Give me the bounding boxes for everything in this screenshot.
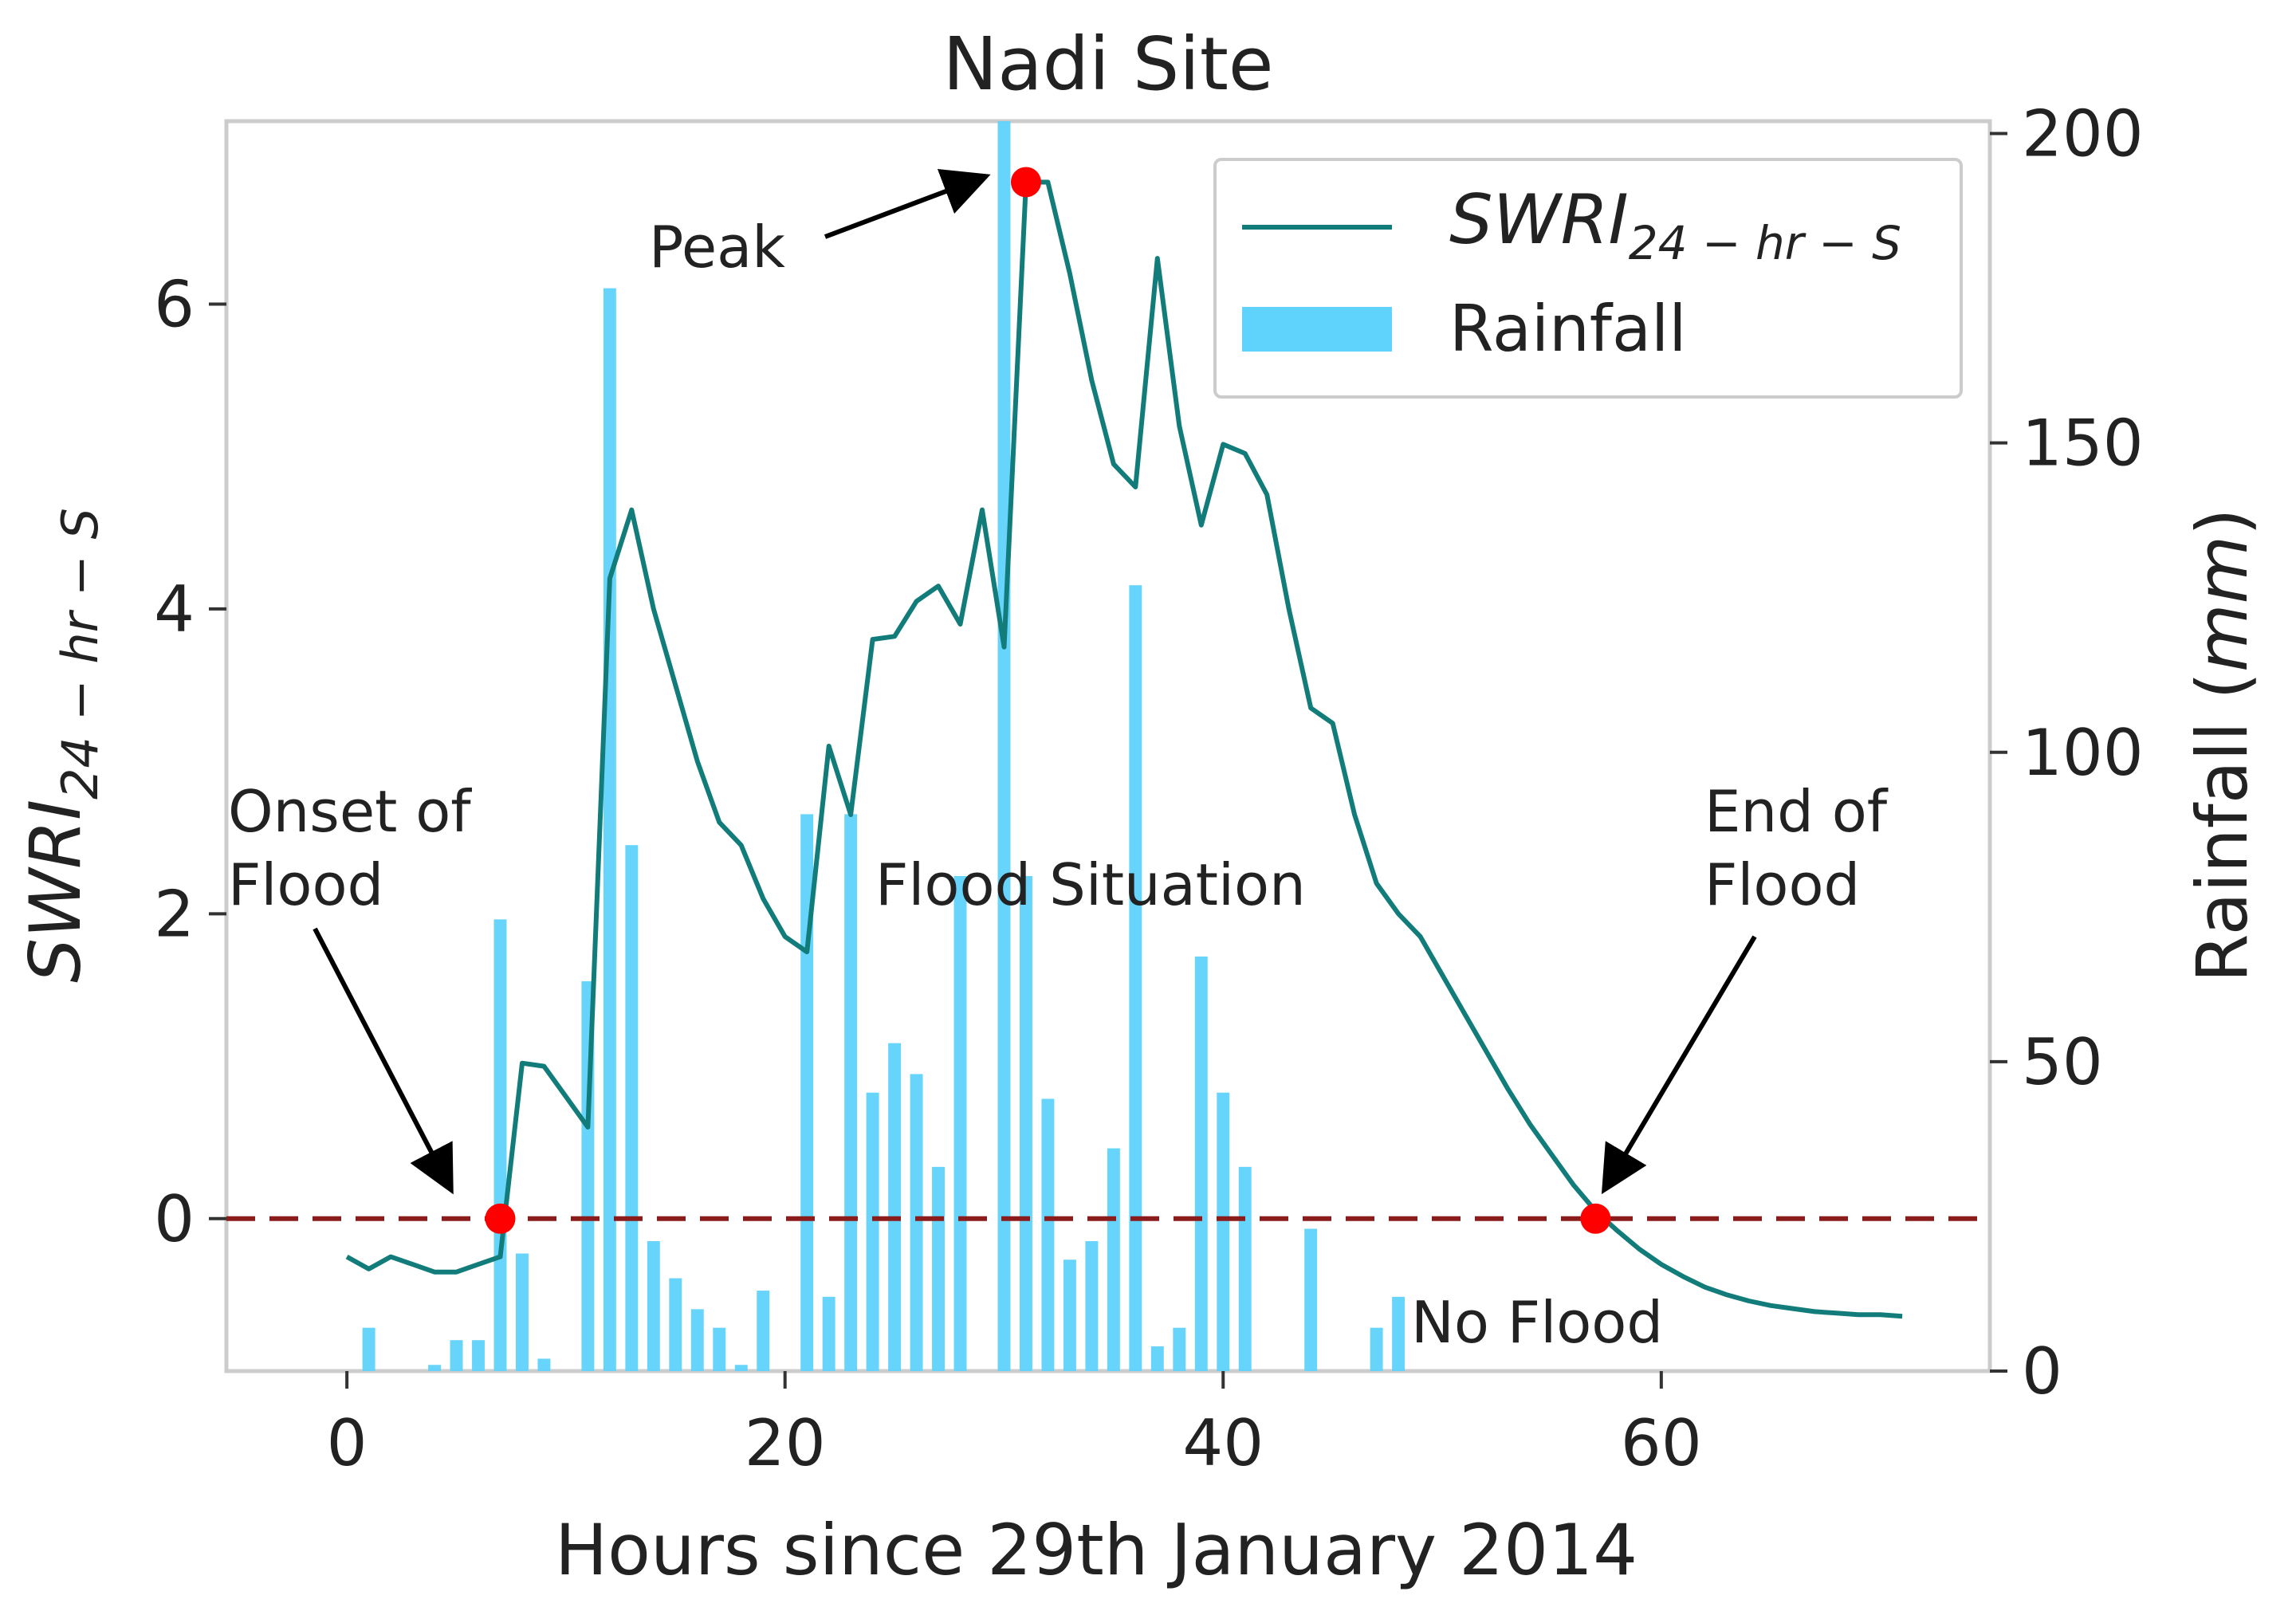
rainfall-bar: [1392, 1296, 1406, 1371]
rainfall-bar: [800, 814, 814, 1371]
x-tick-label: 40: [1182, 1406, 1264, 1480]
event-marker: [1580, 1203, 1611, 1234]
right-tick-label: 100: [2022, 716, 2144, 790]
rainfall-bar: [953, 876, 967, 1371]
rainfall-bar: [866, 1092, 879, 1371]
left-axis-label-main: SWRI: [14, 800, 96, 983]
swri-line: [345, 179, 1903, 1319]
rainfall-bar: [1217, 1092, 1230, 1371]
rainfall-bar: [1107, 1148, 1120, 1371]
left-axis-label: SWRI24 − hr − S: [14, 508, 109, 983]
x-axis-ticks: 0 20 40 60: [327, 1371, 1702, 1480]
right-axis-ticks: 0 50 100 150 200: [1990, 97, 2144, 1409]
rainfall-bar: [1173, 1327, 1186, 1371]
rainfall-bar: [1238, 1166, 1252, 1371]
rainfall-bar: [537, 1358, 551, 1371]
left-tick-label: 6: [154, 267, 195, 341]
onset-arrow: [313, 927, 454, 1195]
rainfall-bar: [1129, 585, 1142, 1371]
rainfall-bar: [1150, 1346, 1164, 1371]
rainfall-bar: [910, 1074, 923, 1371]
rainfall-bar: [997, 121, 1011, 1371]
right-tick-label: 50: [2022, 1025, 2103, 1099]
right-tick-label: 150: [2022, 407, 2144, 481]
peak-label: Peak: [649, 214, 785, 281]
rainfall-bar: [669, 1278, 682, 1371]
left-tick-label: 0: [154, 1182, 195, 1256]
x-tick-label: 60: [1621, 1406, 1702, 1480]
right-tick-label: 0: [2022, 1334, 2062, 1409]
event-marker: [485, 1203, 516, 1234]
rainfall-bar: [1085, 1240, 1099, 1371]
x-tick-label: 20: [745, 1406, 826, 1480]
rainfall-bar: [1194, 956, 1208, 1371]
legend-swri-main: SWRI: [1449, 180, 1629, 260]
end-arrow: [1601, 935, 1757, 1195]
right-axis-label-unit: mm: [2181, 536, 2263, 672]
rainfall-bar: [472, 1340, 485, 1371]
event-marker: [1010, 167, 1041, 198]
onset-label-line2: Flood: [228, 851, 383, 918]
legend-rainfall-label: Rainfall: [1449, 292, 1686, 366]
rainfall-bar: [713, 1327, 726, 1371]
rainfall-bar: [1041, 1098, 1055, 1371]
right-axis-label-close: ): [2181, 508, 2263, 535]
no-flood-label: No Flood: [1411, 1289, 1663, 1356]
rainfall-bar: [690, 1309, 704, 1371]
rainfall-bar: [1370, 1327, 1383, 1371]
right-axis-label: Rainfall (mm): [2181, 508, 2263, 982]
right-tick-label: 200: [2022, 97, 2144, 171]
left-axis-ticks: 0 2 4 6: [154, 267, 226, 1256]
rainfall-bar: [450, 1340, 463, 1371]
rainfall-bar: [428, 1365, 442, 1371]
rainfall-bar: [844, 814, 858, 1371]
rainfall-bar: [362, 1327, 375, 1371]
legend-rainfall-swatch: [1242, 307, 1392, 352]
flood-situation-label: Flood Situation: [875, 851, 1306, 918]
x-tick-label: 0: [327, 1406, 368, 1480]
onset-label-line1: Onset of: [228, 778, 472, 845]
legend-swri-label: SWRI24 − hr − S: [1449, 180, 1901, 270]
end-label-line1: End of: [1704, 778, 1889, 845]
rainfall-bar: [1019, 876, 1032, 1371]
left-tick-label: 4: [154, 572, 195, 646]
legend-swri-sub: 24 − hr − S: [1629, 216, 1901, 270]
rainfall-bar: [603, 288, 616, 1371]
end-label-line2: Flood: [1704, 851, 1860, 918]
event-markers: [485, 167, 1611, 1234]
rainfall-bar: [822, 1296, 835, 1371]
rainfall-bar: [647, 1240, 660, 1371]
peak-arrow: [824, 168, 991, 239]
rainfall-bar: [493, 919, 507, 1371]
rainfall-bar: [757, 1291, 770, 1371]
rainfall-bar: [1304, 1228, 1318, 1371]
legend-box: [1213, 158, 1963, 399]
left-tick-label: 2: [154, 877, 195, 951]
rainfall-bar: [515, 1253, 529, 1371]
legend: SWRI24 − hr − S Rainfall: [1213, 158, 1963, 399]
rainfall-bar: [734, 1365, 748, 1371]
rainfall-bar: [1063, 1259, 1076, 1371]
rainfall-bar: [932, 1166, 946, 1371]
x-axis-label: Hours since 29th January 2014: [555, 1509, 1637, 1591]
rainfall-bar: [888, 1043, 902, 1371]
chart-title: Nadi Site: [942, 22, 1273, 107]
rainfall-bar: [625, 845, 639, 1371]
left-axis-label-sub: 24 − hr − S: [51, 508, 109, 800]
right-axis-label-main: Rainfall (: [2181, 672, 2263, 982]
